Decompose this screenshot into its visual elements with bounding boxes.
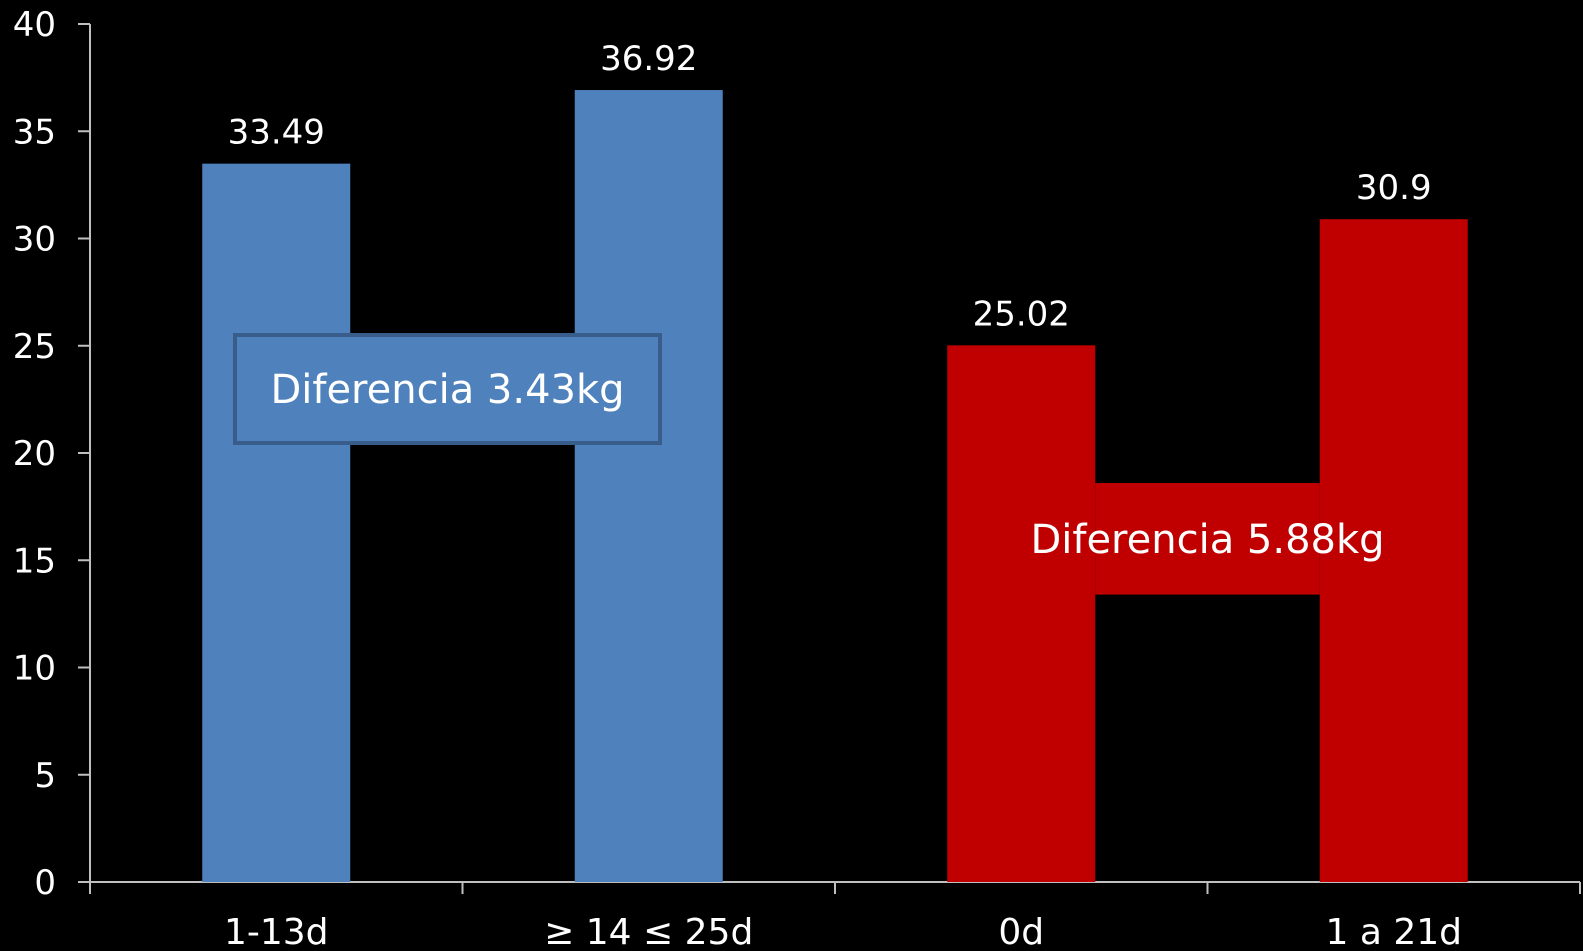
annotations: Diferencia 3.43kg Diferencia 5.88kg bbox=[233, 333, 1385, 563]
annotation-bridges bbox=[1095, 483, 1320, 595]
x-category-label: 1-13d bbox=[224, 912, 329, 951]
bar bbox=[947, 345, 1096, 882]
bar bbox=[574, 90, 723, 883]
data-label: 30.9 bbox=[1356, 168, 1432, 208]
y-axis: 0 5 10 15 20 25 30 35 40 bbox=[13, 5, 91, 903]
annotation-text: Diferencia 3.43kg bbox=[270, 367, 624, 413]
y-tick-label: 40 bbox=[13, 5, 56, 45]
y-tick-label: 15 bbox=[13, 541, 56, 581]
y-tick-label: 10 bbox=[13, 649, 56, 689]
annotation-bridge bbox=[1095, 483, 1320, 595]
bars bbox=[202, 90, 1468, 883]
y-tick-label: 0 bbox=[34, 863, 56, 903]
data-label: 25.02 bbox=[973, 294, 1070, 334]
data-label: 36.92 bbox=[600, 39, 697, 79]
annotation-box bbox=[233, 333, 662, 445]
annotation-text: Diferencia 5.88kg bbox=[1030, 517, 1384, 563]
y-tick-label: 25 bbox=[13, 327, 56, 367]
y-tick-label: 20 bbox=[13, 434, 56, 474]
bar bbox=[1319, 219, 1468, 882]
x-category-label: 0d bbox=[998, 912, 1044, 951]
data-label: 33.49 bbox=[228, 113, 325, 153]
x-category-label: ≥ 14 ≤ 25d bbox=[544, 912, 753, 951]
x-category-label: 1 a 21d bbox=[1325, 912, 1462, 951]
y-tick-label: 35 bbox=[13, 112, 56, 152]
bar bbox=[202, 163, 351, 882]
data-labels: 33.49 36.92 25.02 30.9 bbox=[228, 39, 1432, 334]
y-tick-label: 5 bbox=[34, 756, 56, 796]
y-tick-label: 30 bbox=[13, 220, 56, 260]
x-axis: 1-13d ≥ 14 ≤ 25d 0d 1 a 21d bbox=[89, 881, 1581, 951]
